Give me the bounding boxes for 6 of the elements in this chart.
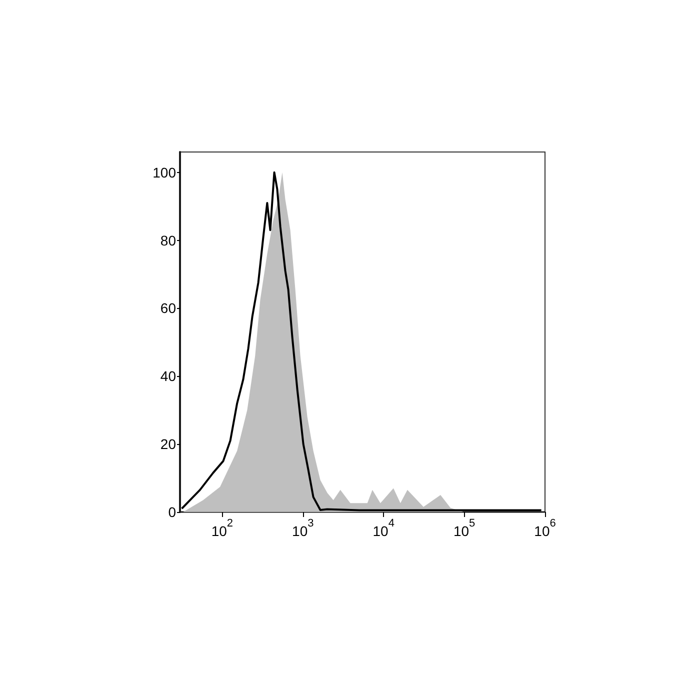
y-tick-label: 60 bbox=[160, 300, 176, 316]
y-tick-label: 100 bbox=[152, 164, 176, 180]
y-tick-label: 0 bbox=[168, 504, 176, 520]
y-tick-label: 20 bbox=[160, 436, 176, 452]
y-tick-label: 80 bbox=[160, 232, 176, 248]
y-tick-label: 40 bbox=[160, 368, 176, 384]
